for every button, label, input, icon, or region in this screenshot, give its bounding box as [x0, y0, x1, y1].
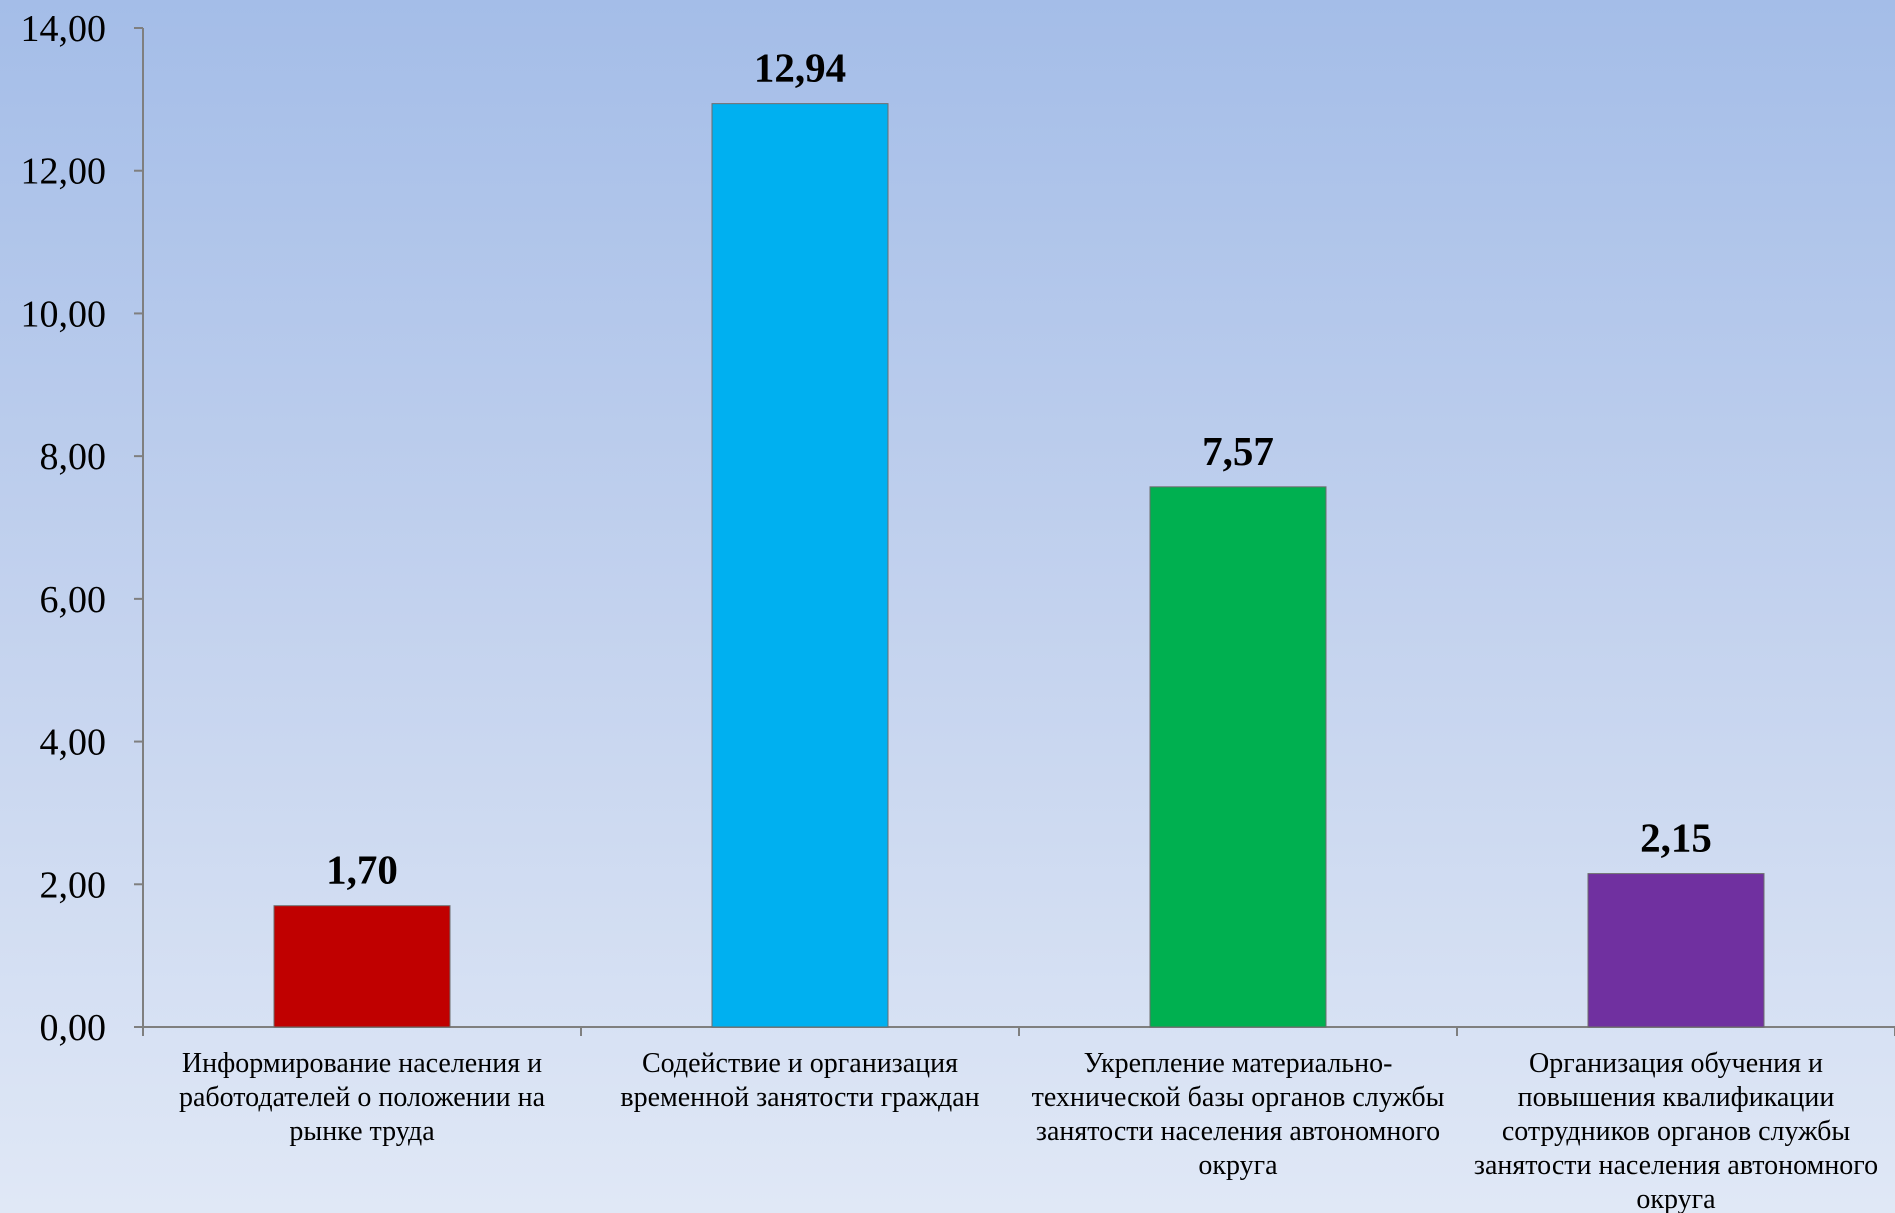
- category-label-line: временной занятости граждан: [620, 1082, 979, 1113]
- bars: [273, 103, 1765, 1028]
- category-label-line: сотрудников органов службы: [1502, 1116, 1850, 1147]
- y-tick-label: 4,00: [40, 722, 107, 764]
- category-label-line: технической базы органов службы: [1032, 1082, 1445, 1113]
- category-label-line: Организация обучения и: [1529, 1048, 1823, 1079]
- category-label: Организация обучения и повышения квалифик…: [1474, 1048, 1878, 1213]
- data-label: 7,57: [1202, 428, 1274, 474]
- category-label-line: занятости населения автономного: [1036, 1116, 1440, 1147]
- data-label: 2,15: [1640, 815, 1712, 861]
- y-tick-label: 8,00: [40, 436, 107, 478]
- category-label-line: округа: [1636, 1184, 1716, 1213]
- category-label-line: Информирование населения и: [182, 1048, 542, 1079]
- category-label: Информирование населения и работодателей …: [179, 1048, 546, 1147]
- category-label: Укрепление материально-технической базы …: [1032, 1048, 1445, 1181]
- category-label-line: повышения квалификации: [1518, 1082, 1835, 1113]
- y-tick-label: 10,00: [21, 293, 107, 335]
- category-label-line: занятости населения автономного: [1474, 1150, 1878, 1181]
- category-label-line: работодателей о положении на: [179, 1082, 546, 1113]
- y-tick-label: 0,00: [40, 1007, 107, 1049]
- labels: 1,70 Информирование населения и работодате…: [179, 45, 1878, 1213]
- bar: [1587, 873, 1765, 1028]
- category-label: Содействие и организация временной занято…: [620, 1048, 979, 1113]
- y-tick-label: 2,00: [40, 864, 107, 906]
- category-label-line: рынке труда: [289, 1116, 435, 1147]
- y-tick-label: 14,00: [21, 8, 107, 50]
- bar: [273, 905, 451, 1028]
- axes: 0,00 2,00 4,00 6,00 8,00 10,00 12,00 14,00: [21, 8, 1895, 1049]
- bar: [1149, 486, 1327, 1028]
- y-tick-label: 6,00: [40, 579, 107, 621]
- bar: [711, 103, 889, 1028]
- data-label: 1,70: [326, 847, 398, 893]
- category-label-line: Содействие и организация: [642, 1048, 958, 1079]
- y-tick-label: 12,00: [21, 151, 107, 193]
- category-label-line: округа: [1198, 1150, 1278, 1181]
- category-label-line: Укрепление материально-: [1084, 1048, 1393, 1079]
- data-label: 12,94: [754, 45, 846, 91]
